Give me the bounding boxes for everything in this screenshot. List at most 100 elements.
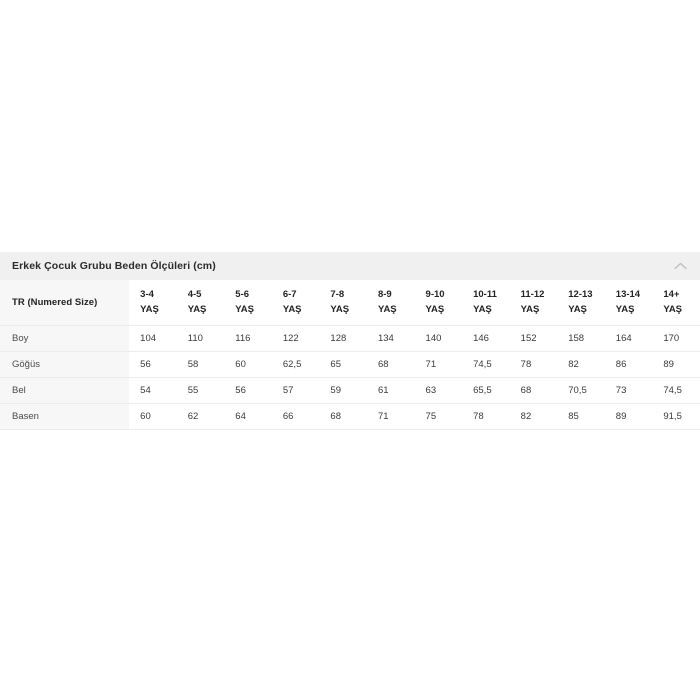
measurement-cell: 82 bbox=[509, 403, 558, 430]
size-measurements-table: TR (Numered Size) 3-4 YAŞ 4-5 YAŞ 5-6 YA… bbox=[0, 280, 700, 430]
measurement-cell: 65 bbox=[319, 351, 367, 378]
column-header-size-9: 12-13 YAŞ bbox=[557, 280, 605, 326]
row-label: Basen bbox=[0, 403, 130, 430]
measurement-cell: 78 bbox=[509, 351, 558, 378]
measurement-cell: 85 bbox=[557, 403, 605, 430]
column-header-size-8: 11-12 YAŞ bbox=[509, 280, 558, 326]
measurement-cell: 64 bbox=[224, 403, 272, 430]
measurement-cell: 75 bbox=[414, 403, 463, 430]
measurement-cell: 62 bbox=[176, 403, 225, 430]
size-range-label: 5-6 bbox=[235, 289, 250, 301]
measurement-cell: 74,5 bbox=[652, 377, 700, 404]
measurement-cell: 70,5 bbox=[557, 377, 605, 404]
size-range-label: 13-14 bbox=[615, 289, 641, 301]
measurement-cell: 152 bbox=[509, 325, 558, 352]
column-header-size-3: 6-7 YAŞ bbox=[271, 280, 320, 326]
column-header-size-5: 8-9 YAŞ bbox=[366, 280, 415, 326]
column-header-size-7: 10-11 YAŞ bbox=[462, 280, 510, 326]
measurement-cell: 60 bbox=[224, 351, 272, 378]
measurement-cell: 74,5 bbox=[462, 351, 510, 378]
table-head: TR (Numered Size) 3-4 YAŞ 4-5 YAŞ 5-6 YA… bbox=[0, 280, 700, 326]
table-header-row: TR (Numered Size) 3-4 YAŞ 4-5 YAŞ 5-6 YA… bbox=[0, 280, 700, 326]
measurement-cell: 59 bbox=[319, 377, 367, 404]
measurement-cell: 140 bbox=[414, 325, 463, 352]
measurement-cell: 91,5 bbox=[652, 403, 700, 430]
measurement-cell: 71 bbox=[414, 351, 463, 378]
size-unit-label: YAŞ bbox=[473, 304, 492, 316]
size-range-label: 12-13 bbox=[568, 289, 593, 301]
blank-area-above-chart bbox=[0, 0, 700, 252]
measurement-cell: 68 bbox=[366, 351, 415, 378]
measurement-cell: 89 bbox=[604, 403, 653, 430]
measurement-cell: 104 bbox=[129, 325, 177, 352]
size-unit-label: YAŞ bbox=[187, 304, 207, 316]
size-range-label: 4-5 bbox=[187, 289, 202, 301]
measurement-cell: 73 bbox=[604, 377, 653, 404]
column-header-size-0: 3-4 YAŞ bbox=[129, 280, 177, 326]
measurement-cell: 170 bbox=[652, 325, 700, 352]
measurement-cell: 65,5 bbox=[462, 377, 510, 404]
size-range-label: 6-7 bbox=[282, 289, 297, 301]
measurement-cell: 158 bbox=[557, 325, 605, 352]
measurement-cell: 56 bbox=[129, 351, 177, 378]
measurement-cell: 82 bbox=[557, 351, 605, 378]
measurement-cell: 56 bbox=[224, 377, 272, 404]
size-unit-label: YAŞ bbox=[425, 304, 445, 316]
measurement-cell: 71 bbox=[366, 403, 415, 430]
measurement-cell: 60 bbox=[129, 403, 177, 430]
column-header-size-2: 5-6 YAŞ bbox=[224, 280, 272, 326]
measurement-cell: 61 bbox=[366, 377, 415, 404]
table-row: Göğüs 56 58 60 62,5 65 68 71 74,5 78 82 … bbox=[0, 351, 700, 378]
measurement-cell: 122 bbox=[271, 325, 320, 352]
size-range-label: 14+ bbox=[663, 289, 680, 301]
measurement-cell: 66 bbox=[271, 403, 320, 430]
measurement-cell: 54 bbox=[129, 377, 177, 404]
size-range-label: 8-9 bbox=[377, 289, 392, 301]
size-unit-label: YAŞ bbox=[140, 304, 159, 316]
measurement-cell: 58 bbox=[176, 351, 225, 378]
size-range-label: 9-10 bbox=[425, 289, 445, 301]
size-unit-label: YAŞ bbox=[520, 304, 540, 316]
table-row: Bel 54 55 56 57 59 61 63 65,5 68 70,5 73… bbox=[0, 377, 700, 404]
measurement-cell: 68 bbox=[509, 377, 558, 404]
size-chart-section-header[interactable]: Erkek Çocuk Grubu Beden Ölçüleri (cm) bbox=[0, 252, 700, 280]
size-unit-label: YAŞ bbox=[568, 304, 587, 316]
measurement-cell: 110 bbox=[176, 325, 225, 352]
size-unit-label: YAŞ bbox=[615, 304, 635, 316]
row-label: Göğüs bbox=[0, 351, 130, 378]
measurement-cell: 78 bbox=[462, 403, 510, 430]
measurement-cell: 89 bbox=[652, 351, 700, 378]
column-header-size-11: 14+ YAŞ bbox=[652, 280, 700, 326]
size-range-label: 7-8 bbox=[330, 289, 345, 301]
column-header-size-4: 7-8 YAŞ bbox=[319, 280, 367, 326]
column-header-row-label: TR (Numered Size) bbox=[0, 280, 130, 326]
measurement-cell: 164 bbox=[604, 325, 653, 352]
table-body: Boy 104 110 116 122 128 134 140 146 152 … bbox=[0, 325, 700, 430]
size-unit-label: YAŞ bbox=[235, 304, 254, 316]
size-range-label: 3-4 bbox=[140, 289, 154, 301]
measurement-cell: 146 bbox=[462, 325, 510, 352]
measurement-cell: 55 bbox=[176, 377, 225, 404]
table-row: Basen 60 62 64 66 68 71 75 78 82 85 89 9… bbox=[0, 403, 700, 430]
measurement-cell: 116 bbox=[224, 325, 272, 352]
row-label: Bel bbox=[0, 377, 130, 404]
measurement-cell: 134 bbox=[366, 325, 415, 352]
chevron-up-icon bbox=[673, 262, 687, 270]
measurement-cell: 62,5 bbox=[271, 351, 320, 378]
size-unit-label: YAŞ bbox=[663, 304, 683, 316]
measurement-cell: 63 bbox=[414, 377, 463, 404]
size-chart-panel: Erkek Çocuk Grubu Beden Ölçüleri (cm) TR… bbox=[0, 252, 700, 430]
collapse-toggle-button[interactable] bbox=[668, 252, 692, 280]
column-header-size-1: 4-5 YAŞ bbox=[176, 280, 225, 326]
column-header-size-10: 13-14 YAŞ bbox=[604, 280, 653, 326]
measurement-cell: 86 bbox=[604, 351, 653, 378]
size-range-label: 10-11 bbox=[473, 289, 497, 301]
page-title: Erkek Çocuk Grubu Beden Ölçüleri (cm) bbox=[12, 259, 216, 272]
measurement-cell: 128 bbox=[319, 325, 367, 352]
size-unit-label: YAŞ bbox=[330, 304, 350, 316]
column-header-size-6: 9-10 YAŞ bbox=[414, 280, 463, 326]
size-range-label: 11-12 bbox=[520, 289, 545, 301]
size-unit-label: YAŞ bbox=[377, 304, 397, 316]
size-unit-label: YAŞ bbox=[282, 304, 302, 316]
